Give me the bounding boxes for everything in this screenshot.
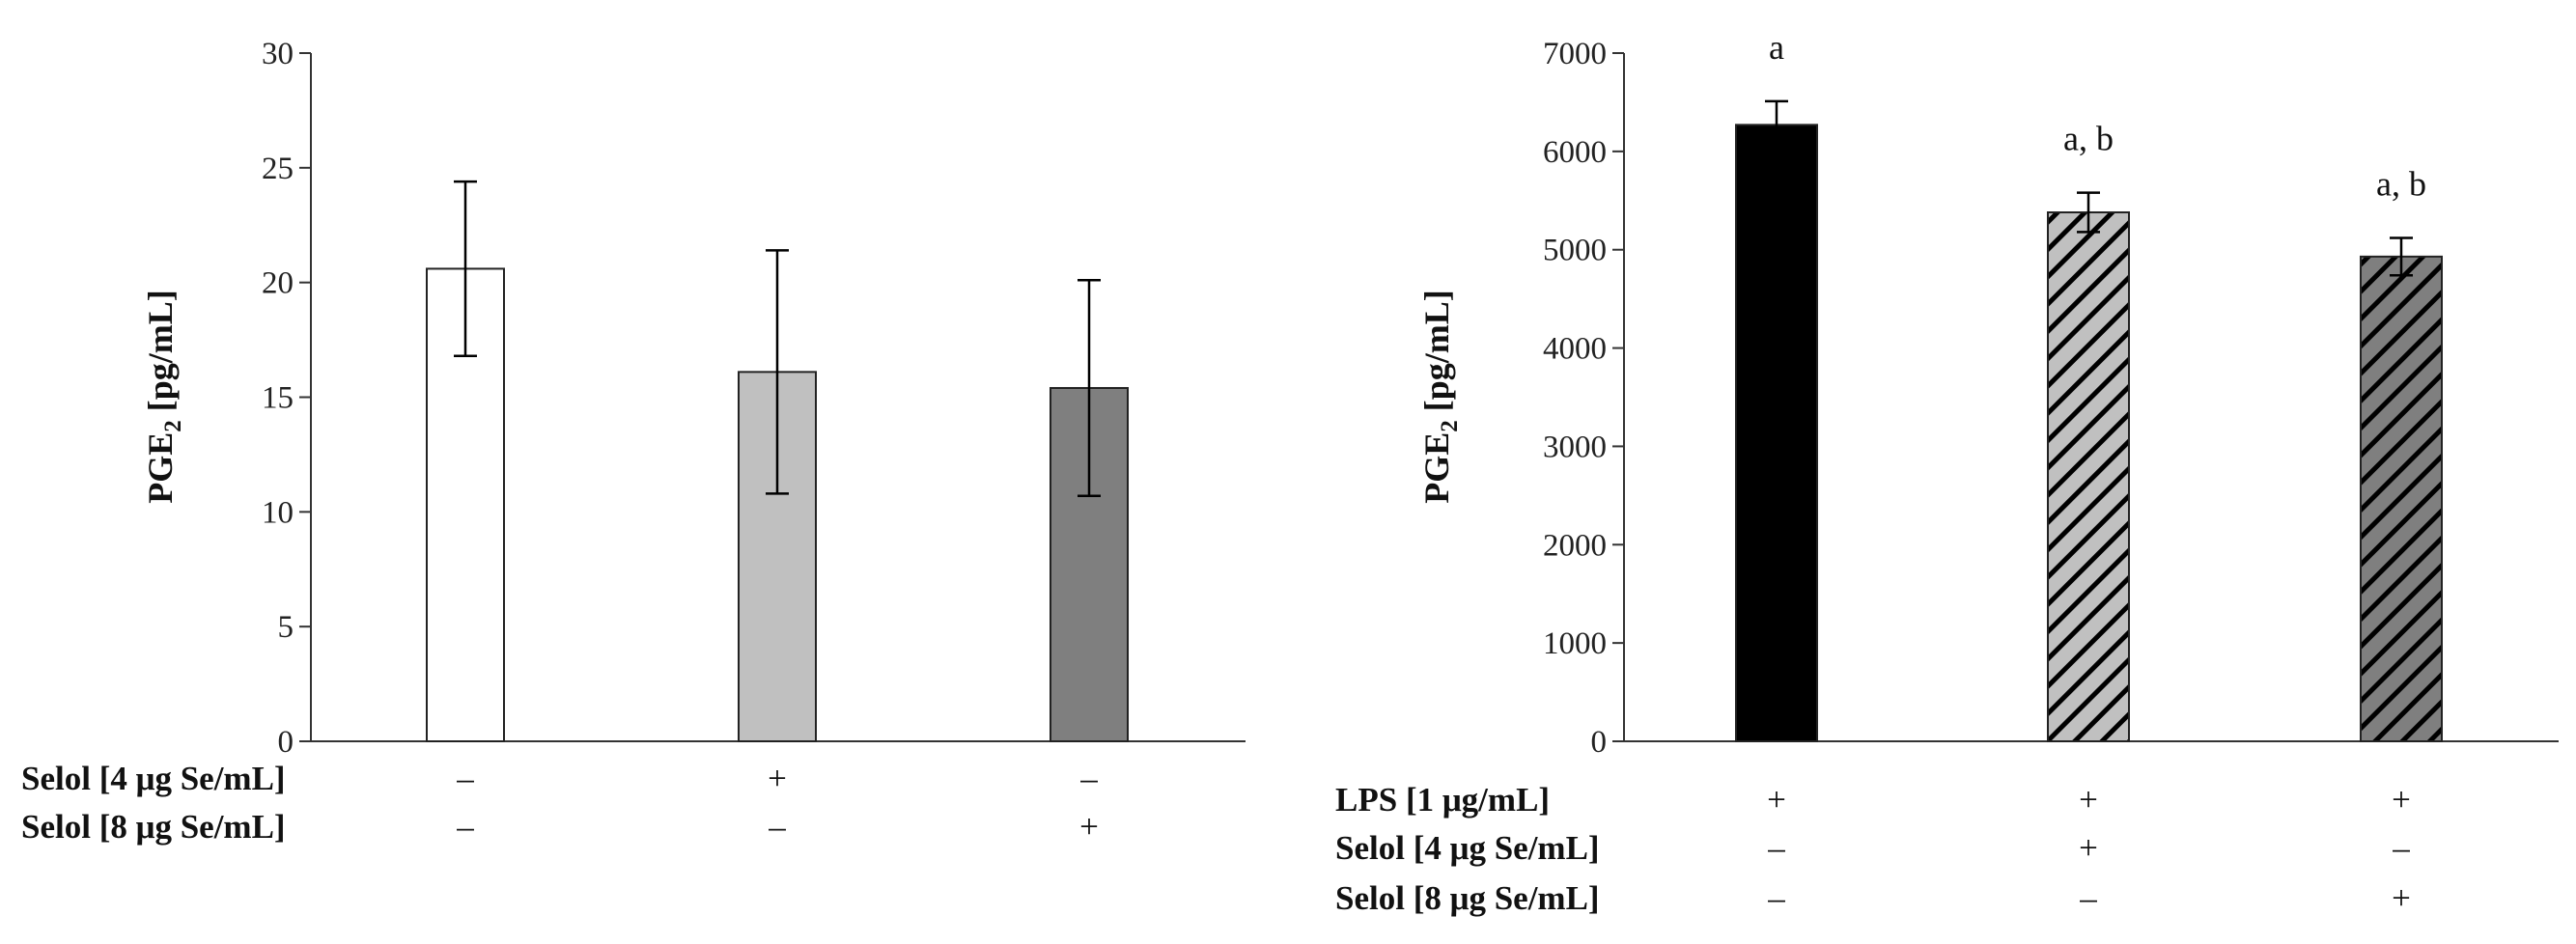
condition-symbol: + xyxy=(2392,781,2411,819)
y-tick-label: 1000 xyxy=(1543,626,1607,661)
y-tick-label: 25 xyxy=(262,152,294,186)
significance-label: a, b xyxy=(2376,164,2426,203)
y-tick-label: 2000 xyxy=(1543,528,1607,563)
y-tick-label: 30 xyxy=(262,37,294,71)
y-tick-label: 15 xyxy=(262,381,294,416)
y-axis-label-subscript: 2 xyxy=(160,420,186,432)
y-tick-label: 5 xyxy=(278,610,294,645)
condition-symbol: – xyxy=(1079,760,1098,797)
condition-symbol: + xyxy=(2079,781,2098,819)
y-tick-label: 0 xyxy=(1591,725,1608,760)
condition-symbol: – xyxy=(2079,879,2097,917)
condition-symbol: – xyxy=(1767,879,1785,917)
condition-label: Selol [8 μg Se/mL] xyxy=(21,808,286,846)
condition-symbol: + xyxy=(1079,808,1099,846)
y-tick-label: 5000 xyxy=(1543,234,1607,268)
condition-symbol: – xyxy=(456,808,474,846)
condition-symbol: – xyxy=(456,760,474,797)
significance-label: a, b xyxy=(2063,120,2114,158)
condition-symbol: + xyxy=(2392,879,2411,917)
condition-symbol: – xyxy=(1767,829,1785,867)
y-axis-label-unit: [pg/mL] xyxy=(1417,290,1456,420)
condition-symbol: – xyxy=(768,808,786,846)
condition-label: Selol [4 μg Se/mL] xyxy=(1335,829,1600,867)
y-tick-label: 0 xyxy=(278,725,294,760)
bar xyxy=(2360,255,2443,742)
y-tick-label: 7000 xyxy=(1543,37,1607,71)
y-tick-label: 6000 xyxy=(1543,135,1607,170)
y-tick-label: 3000 xyxy=(1543,430,1607,464)
y-tick-label: 20 xyxy=(262,266,294,301)
condition-symbol: + xyxy=(768,760,787,797)
y-axis-label-main: PGE xyxy=(1417,432,1456,504)
y-axis-label: PGE2 [pg/mL] xyxy=(141,290,186,504)
condition-label: Selol [8 μg Se/mL] xyxy=(1335,879,1600,917)
condition-label: LPS [1 μg/mL] xyxy=(1335,781,1550,819)
y-tick-label: 10 xyxy=(262,495,294,530)
chart-right: 0 1000 2000 3000 4000 5000 6000 7000 PGE2 [pg/mL… xyxy=(1335,28,2559,917)
y-axis-label: PGE2 [pg/mL] xyxy=(1417,290,1463,504)
significance-label: a xyxy=(1769,28,1784,67)
condition-symbol: + xyxy=(1767,781,1786,819)
condition-symbol: + xyxy=(2079,829,2098,867)
condition-symbol: – xyxy=(2392,829,2410,867)
y-tick-label: 4000 xyxy=(1543,332,1607,367)
condition-label: Selol [4 μg Se/mL] xyxy=(21,760,286,797)
y-axis-label-unit: [pg/mL] xyxy=(141,290,180,420)
y-axis-label-main: PGE xyxy=(141,432,180,504)
bar xyxy=(2047,211,2130,743)
bar xyxy=(1735,124,1818,742)
y-axis-label-subscript: 2 xyxy=(1437,420,1463,432)
chart-left: 0 5 10 15 20 25 30 PGE2 [pg/mL] Selol [4 μg Se/m… xyxy=(21,37,1246,846)
